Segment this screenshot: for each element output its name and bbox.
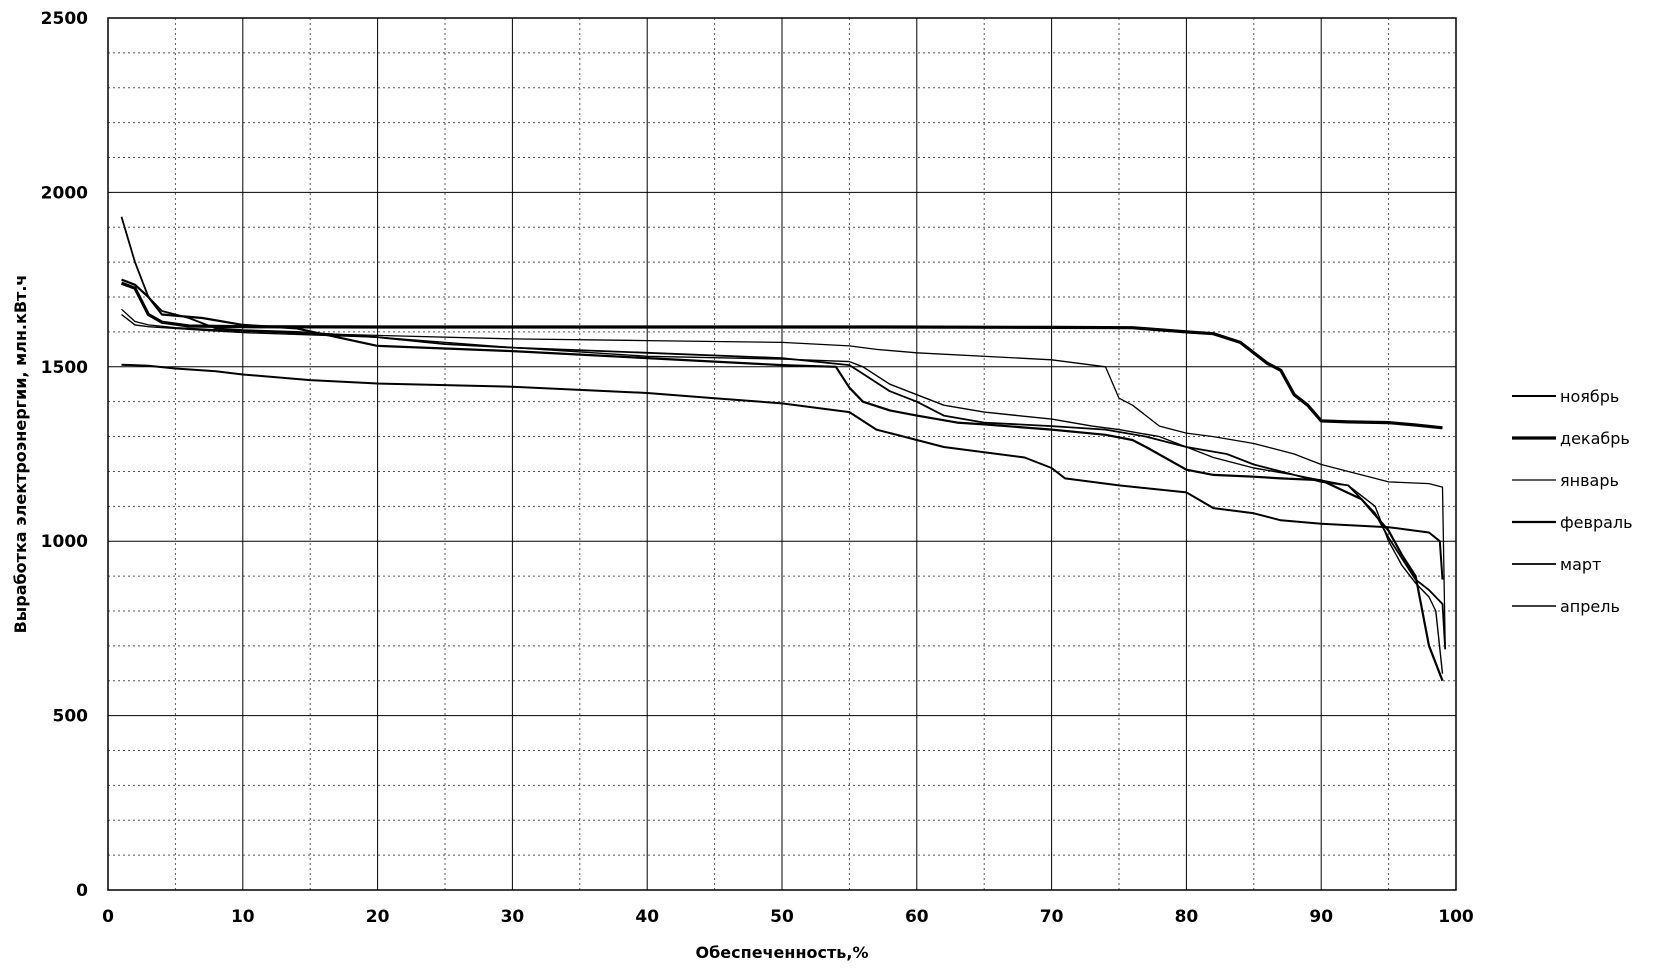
x-axis-title: Обеспеченность,%: [696, 943, 869, 962]
x-tick-label: 30: [501, 907, 525, 927]
x-tick-label: 100: [1438, 907, 1474, 927]
series-layer: [120, 216, 1447, 682]
series-line-4: [121, 278, 1444, 682]
y-tick-label: 2500: [41, 9, 88, 29]
y-tick-label: 500: [53, 707, 89, 727]
y-tick-label: 1500: [41, 358, 88, 378]
x-tick-label: 80: [1175, 907, 1199, 927]
legend-label: январь: [1560, 471, 1619, 490]
legend-label: февраль: [1560, 513, 1633, 532]
legend: ноябрь декабрь январь февраль март апрель: [1512, 387, 1633, 616]
series-line-1: [121, 363, 1444, 580]
ticks: 0 10 20 30 40 50 60 70 80 90 100050010001500200025…: [41, 9, 1474, 927]
grid: [107, 17, 1457, 891]
y-tick-label: 1000: [41, 532, 88, 552]
x-tick-label: 50: [770, 907, 794, 927]
y-tick-label: 2000: [41, 183, 88, 203]
series-line-6: [121, 313, 1444, 674]
legend-label: декабрь: [1560, 429, 1630, 448]
x-tick-label: 60: [905, 907, 929, 927]
legend-label: ноябрь: [1560, 387, 1619, 406]
y-axis-title: Выработка электроэнергии, млн.кВт.ч: [11, 275, 30, 634]
x-tick-label: 20: [366, 907, 390, 927]
x-tick-label: 0: [102, 907, 114, 927]
y-tick-label: 0: [76, 881, 88, 901]
x-tick-label: 70: [1040, 907, 1064, 927]
plot-area-border: [107, 17, 1457, 891]
x-tick-label: 40: [635, 907, 659, 927]
x-tick-label: 90: [1309, 907, 1333, 927]
series-line-2: [120, 281, 1443, 430]
x-tick-label: 10: [231, 907, 255, 927]
legend-label: март: [1560, 555, 1601, 574]
series-line-5: [120, 216, 1447, 650]
legend-label: апрель: [1560, 597, 1620, 616]
series-line-3: [121, 308, 1446, 646]
